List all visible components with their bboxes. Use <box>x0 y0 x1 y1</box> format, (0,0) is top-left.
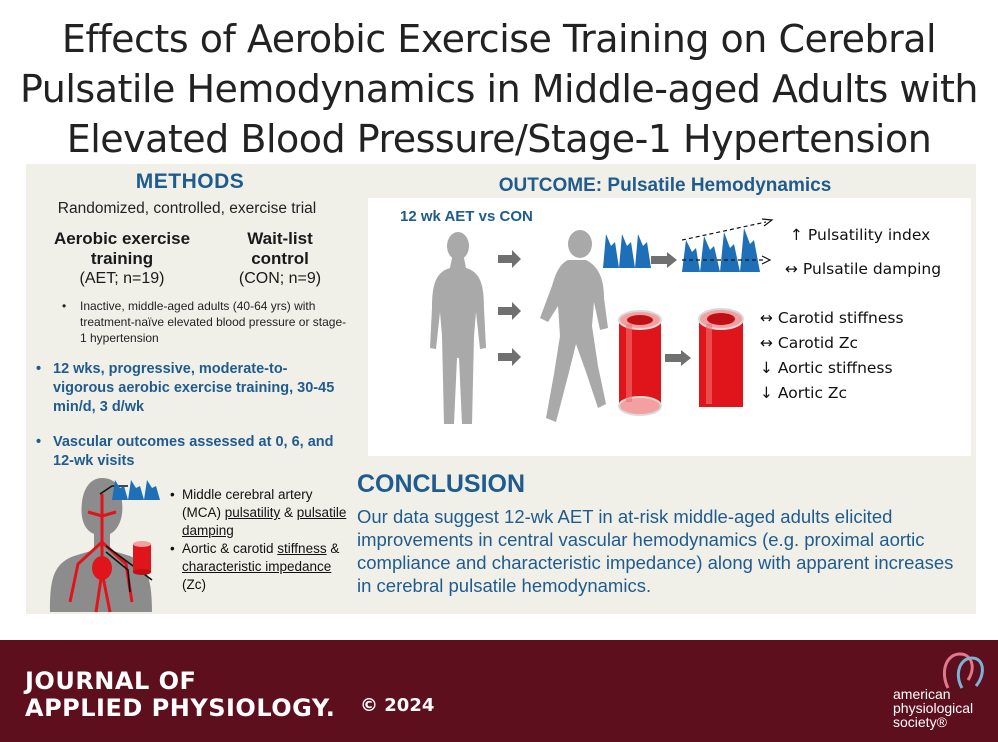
group-aet-n: (AET; n=19) <box>79 270 165 287</box>
methods-subtitle: Randomized, controlled, exercise trial <box>57 200 317 217</box>
outcome-heading: OUTCOME: Pulsatile Hemodynamics <box>498 175 832 196</box>
group-con-n: (CON; n=9) <box>238 270 322 287</box>
compliant-artery-icon <box>698 308 744 407</box>
journal-logo: JOURNAL OF APPLIED PHYSIOLOGY. <box>25 667 336 722</box>
group-aet-name-2: training <box>90 249 154 268</box>
baseline-waveform-icon <box>603 234 651 268</box>
group-con-name-1: Wait-list <box>247 229 313 248</box>
artery-segment-icon <box>133 541 151 575</box>
page-title: Effects of Aerobic Exercise Training on … <box>0 14 998 164</box>
participants-text: Inactive, middle-aged adults (40-64 yrs)… <box>80 299 347 345</box>
conclusion-box <box>350 462 976 614</box>
result-damping: ↔ Pulsatile damping <box>785 260 942 278</box>
result-carotid-zc: ↔ Carotid Zc <box>760 334 859 352</box>
runner-icon <box>540 230 608 422</box>
result-aortic-stiffness: ↓ Aortic stiffness <box>760 359 893 377</box>
result-aortic-zc: ↓ Aortic Zc <box>760 384 848 402</box>
vascular-text: Vascular outcomes assessed at 0, 6, and … <box>53 434 334 469</box>
group-con-name-2: control <box>251 249 309 268</box>
title-line-2: Pulsatile Hemodynamics in Middle-aged Ad… <box>20 67 978 111</box>
mca-item-2: • Aortic & carotid stiffness & characteri… <box>170 541 340 592</box>
methods-heading: METHODS <box>135 170 245 193</box>
vascular-bullet: • Vascular outcomes assessed at 0, 6, an… <box>36 433 346 471</box>
waveform-arrow <box>651 252 677 268</box>
group-con: Wait-list control (CON; n=9) <box>220 229 340 289</box>
training-text: 12 wks, progressive, moderate-to-vigorou… <box>53 361 335 415</box>
conclusion-heading: CONCLUSION <box>357 470 526 498</box>
post-waveform-icon <box>681 218 774 272</box>
society-name: american physiological society® <box>893 686 974 730</box>
result-carotid-stiffness: ↔ Carotid stiffness <box>760 309 904 327</box>
training-bullet: • 12 wks, progressive, moderate-to-vigor… <box>36 360 346 417</box>
copyright-text: © 2024 <box>360 695 435 716</box>
group-aet: Aerobic exercise training (AET; n=19) <box>42 229 202 289</box>
conclusion-text: Our data suggest 12-wk AET in at-risk mi… <box>357 506 954 596</box>
mca-outcomes: • Middle cerebral artery (MCA) pulsatilit… <box>170 486 350 594</box>
stiff-artery-icon <box>618 310 662 416</box>
society-logo-icon <box>943 652 984 689</box>
title-line-3: Elevated Blood Pressure/Stage-1 Hyperten… <box>66 117 932 161</box>
comparison-label: 12 wk AET vs CON <box>400 208 533 225</box>
mca-waveform-icon <box>112 480 160 500</box>
title-line-1: Effects of Aerobic Exercise Training on … <box>61 17 937 61</box>
journal-footer <box>0 640 998 742</box>
group-aet-name-1: Aerobic exercise <box>53 229 191 248</box>
vessel-arrow <box>665 350 691 366</box>
participants-bullet: • Inactive, middle-aged adults (40-64 yr… <box>62 298 352 346</box>
progression-arrows <box>498 250 521 366</box>
mca-item-1: • Middle cerebral artery (MCA) pulsatilit… <box>170 487 347 538</box>
sedentary-person-icon <box>430 232 486 424</box>
result-pulsatility: ↑ Pulsatility index <box>790 226 931 244</box>
